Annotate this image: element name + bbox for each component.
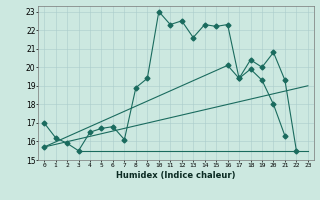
- X-axis label: Humidex (Indice chaleur): Humidex (Indice chaleur): [116, 171, 236, 180]
